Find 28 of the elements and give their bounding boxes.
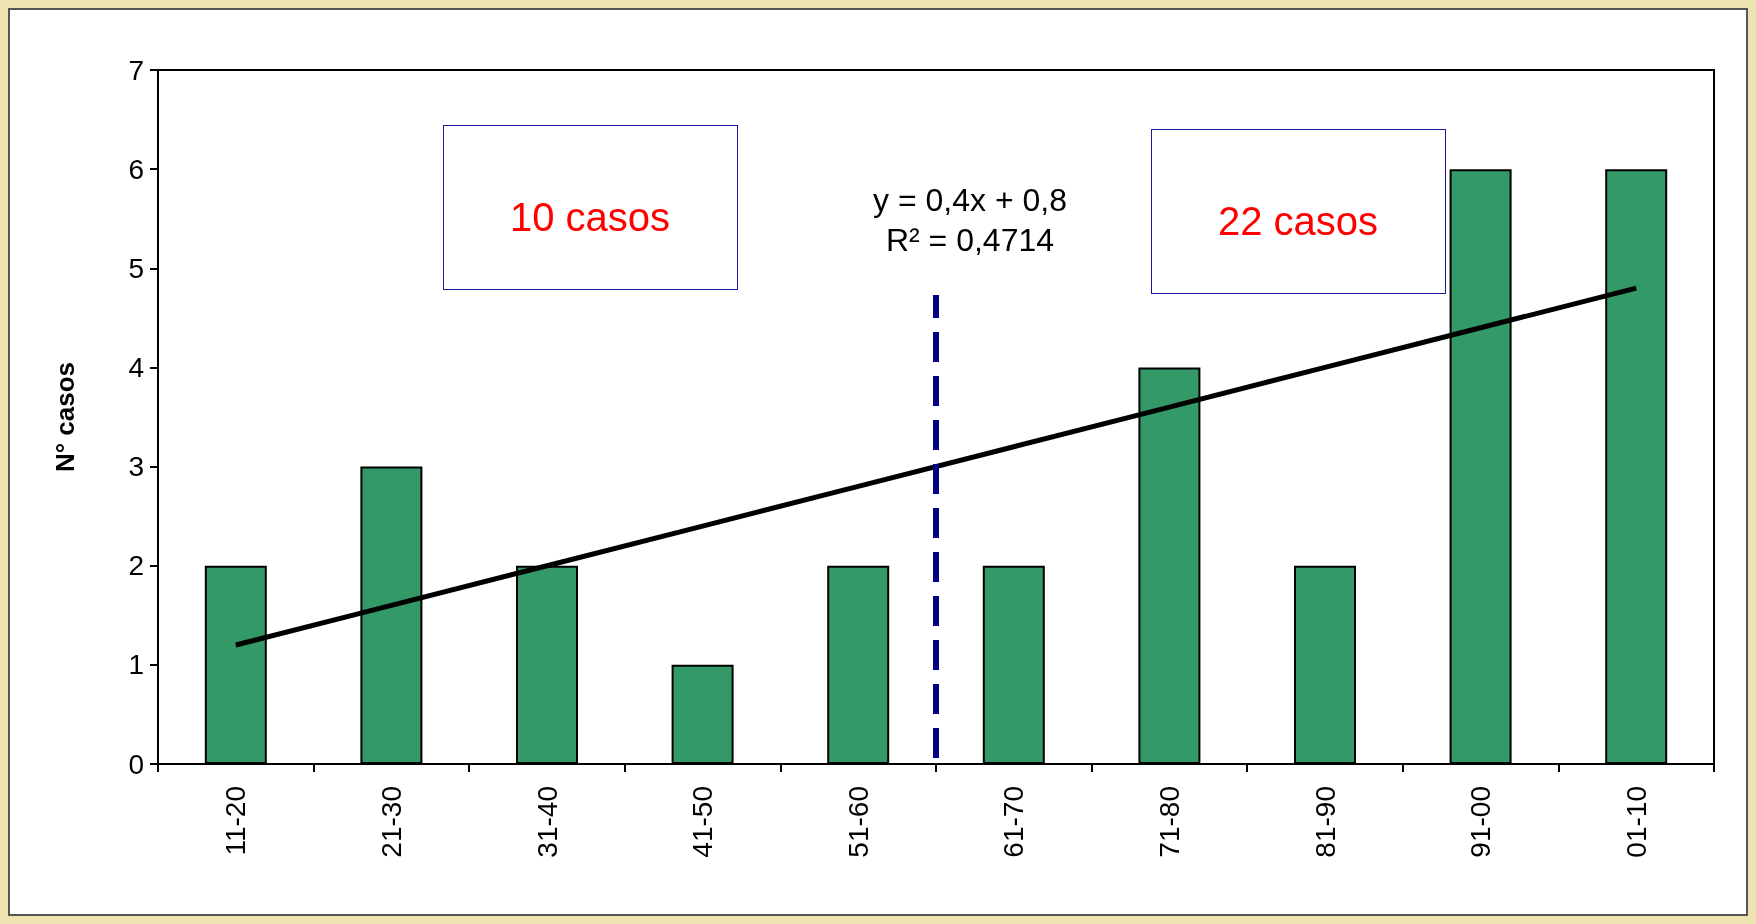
x-tick-label: 41-50 bbox=[687, 786, 719, 858]
bar bbox=[982, 565, 1045, 764]
x-tick-label: 91-00 bbox=[1465, 786, 1497, 858]
y-tick-label: 0 bbox=[128, 748, 144, 780]
text-box: 22 casos bbox=[1150, 129, 1446, 294]
y-axis-title: N° casos bbox=[50, 361, 80, 473]
y-tick-label: 7 bbox=[128, 54, 144, 86]
bar bbox=[1294, 565, 1356, 764]
x-tick-label: 81-90 bbox=[1309, 786, 1341, 858]
y-tick-label: 5 bbox=[128, 252, 144, 284]
y-tick-label: 1 bbox=[128, 649, 144, 681]
y-tick-label: 3 bbox=[128, 451, 144, 483]
x-tick-label: 61-70 bbox=[998, 786, 1030, 858]
annotation: 22 casos bbox=[1217, 199, 1379, 244]
x-tick-label: 01-10 bbox=[1620, 786, 1652, 858]
x-tick-label: 21-30 bbox=[375, 786, 407, 858]
x-tick-label: 51-60 bbox=[842, 786, 874, 858]
bar bbox=[671, 664, 734, 764]
y-tick-label: 2 bbox=[128, 550, 144, 582]
x-tick-label: 11-20 bbox=[220, 786, 252, 856]
bar bbox=[827, 565, 890, 764]
x-tick-label: 71-80 bbox=[1153, 786, 1185, 858]
y-tick-label: 4 bbox=[128, 351, 144, 383]
annotation: 10 casos bbox=[509, 195, 671, 240]
text-box: 10 casos bbox=[442, 125, 738, 290]
annotation: y = 0,4x + 0,8 R² = 0,4714 bbox=[855, 180, 1085, 260]
y-tick-label: 6 bbox=[128, 153, 144, 185]
x-tick-label: 31-40 bbox=[531, 786, 563, 858]
